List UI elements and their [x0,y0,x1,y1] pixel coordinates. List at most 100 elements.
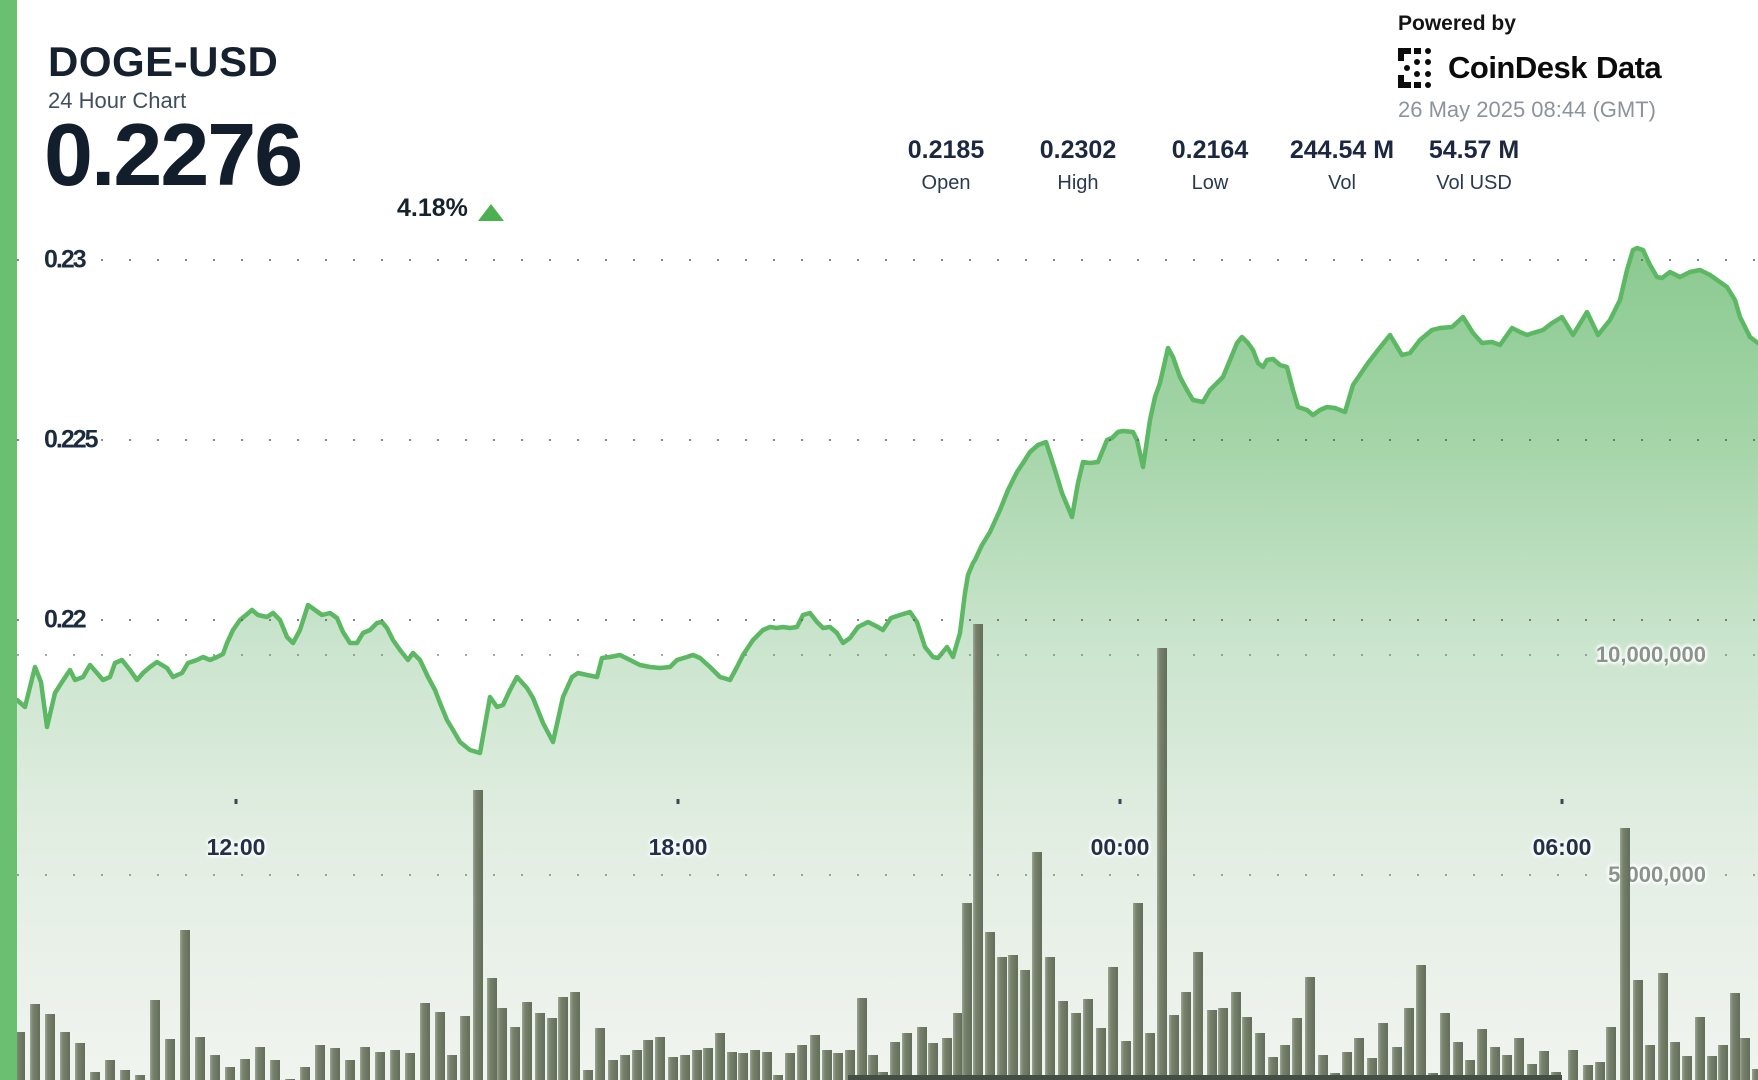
volume-bar [845,1050,855,1080]
volume-bar [917,1026,927,1080]
volume-bar [1207,1010,1217,1080]
volume-bar [868,1055,878,1080]
price-area-fill [17,248,1758,1080]
volume-bar [1268,1057,1278,1080]
volume-bar [985,932,995,1080]
price-line [14,245,1758,756]
volume-gridline [17,874,1758,876]
volume-bar [953,1013,963,1080]
brand-word-coindesk: CoinDesk [1448,50,1587,85]
volume-bar [822,1050,832,1080]
price-axis-label: 0.22 [44,605,87,634]
volume-bar [583,1069,593,1080]
volume-bar [1490,1046,1500,1080]
volume-bar [558,996,568,1080]
volume-bar [1121,1040,1131,1080]
volume-bar [1231,992,1241,1080]
stat-volume-usd: 54.57 M Vol USD [1408,136,1540,195]
price-gridline [17,439,1758,441]
volume-bar [890,1042,900,1080]
volume-bar [1670,1042,1680,1080]
volume-bar [210,1054,220,1080]
powered-by-block: Powered by CoinDesk Data 26 May 2025 08:… [1398,12,1662,123]
volume-bar [762,1051,772,1080]
stats-row: 0.2185 Open 0.2302 High 0.2164 Low 244.5… [880,136,1540,195]
price-axis-label: 0.225 [44,425,99,454]
volume-bar [703,1047,713,1080]
volume-bar [1477,1029,1487,1080]
volume-bar [487,977,497,1080]
volume-bar [60,1032,70,1080]
volume-bar [45,1014,55,1080]
coindesk-logo-icon [1398,48,1431,88]
stat-value: 54.57 M [1428,136,1520,164]
volume-bar [75,1043,85,1080]
volume-bar [90,1072,100,1080]
volume-bar [1218,1007,1228,1080]
volume-bar [535,1013,545,1080]
stat-label: Vol [1328,172,1356,194]
volume-bar [1133,903,1143,1080]
volume-bar [1058,1000,1068,1080]
volume-bar [1193,952,1203,1080]
price-gridline [17,619,1758,621]
volume-bar [30,1003,40,1080]
volume-bar [390,1050,400,1080]
volume-bar [1740,1037,1750,1080]
stat-label: Open [921,172,971,194]
volume-bar [1416,965,1426,1080]
volume-bar [460,1015,470,1080]
volume-bar [1071,1013,1081,1080]
volume-bar [1318,1054,1328,1080]
volume-bar [680,1054,690,1080]
volume-bar [785,1053,795,1080]
volume-bar [420,1003,430,1080]
stat-value: 0.2164 [1171,136,1249,164]
volume-bar [962,903,972,1080]
volume-bar [1658,973,1668,1080]
stat-label: Low [1191,172,1229,194]
volume-bar [1157,647,1167,1080]
volume-bar [1280,1044,1290,1080]
volume-bar [1354,1037,1364,1080]
time-tick [1560,799,1564,804]
volume-bar [330,1047,340,1080]
coindesk-brand[interactable]: CoinDesk Data [1398,48,1662,88]
volume-bar [240,1058,250,1080]
volume-bar [15,1032,25,1080]
stat-low: 0.2164 Low [1144,136,1276,195]
volume-bar [715,1032,725,1080]
stat-label: Vol USD [1436,172,1512,194]
volume-bar [270,1059,280,1080]
volume-bar [902,1033,912,1080]
volume-bar [225,1066,235,1080]
time-tick [676,799,680,804]
volume-bar [360,1047,370,1080]
volume-bar [255,1047,265,1080]
time-tick [234,799,238,804]
volume-bar [435,1011,445,1080]
volume-bar [120,1069,130,1080]
volume-bar [727,1051,737,1080]
volume-bar [1620,827,1630,1080]
page-title-symbol: DOGE-USD [48,38,279,85]
volume-bar [632,1050,642,1080]
volume-bar [1568,1050,1578,1080]
price-change-percent: 4.18% [397,194,468,222]
volume-bar [655,1036,665,1080]
time-axis-label: 12:00 [206,834,266,860]
powered-by-label: Powered by [1398,12,1516,35]
volume-bar [1045,956,1055,1080]
volume-bar [1404,1007,1414,1080]
time-axis-label: 06:00 [1532,834,1592,860]
volume-bar [1020,970,1030,1080]
volume-bar [668,1057,678,1080]
volume-bar [510,1026,520,1080]
volume-bar [1752,1069,1758,1080]
volume-bar [1707,1055,1717,1080]
volume-bar [1096,1028,1106,1080]
volume-bar [1292,1018,1302,1080]
